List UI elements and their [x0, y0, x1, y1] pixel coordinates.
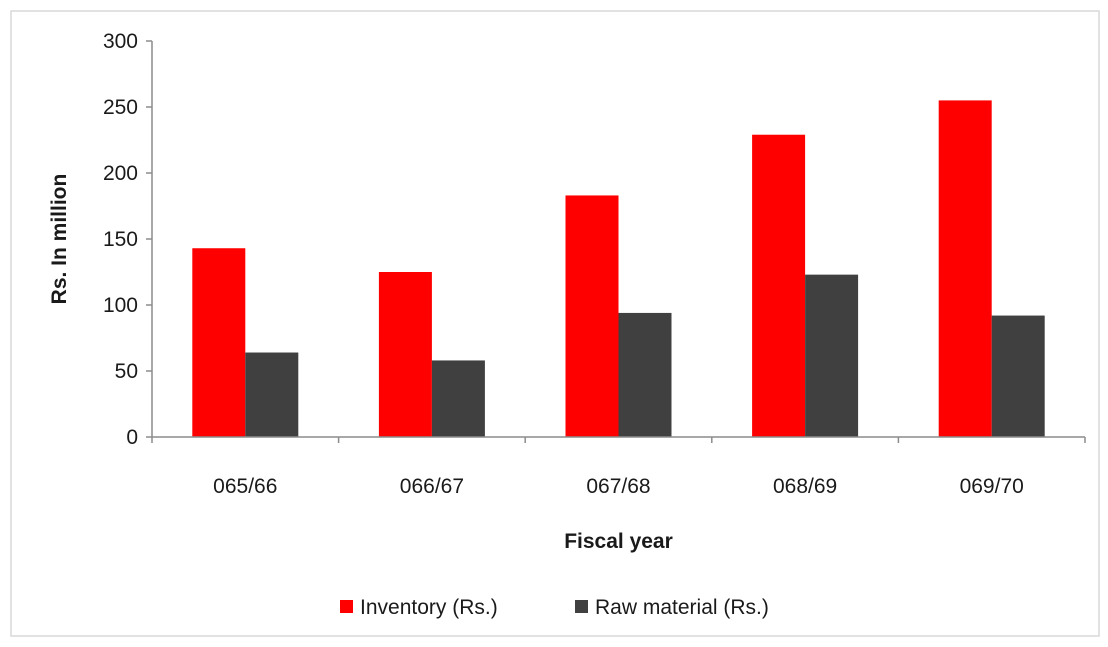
- legend-swatch-raw-material: [575, 600, 588, 613]
- y-tick-label: 200: [103, 162, 138, 185]
- x-tick-label: 069/70: [960, 475, 1024, 498]
- bar-raw-material-2: [618, 312, 672, 437]
- chart-frame: [10, 10, 1100, 637]
- y-tick-label: 50: [115, 360, 138, 383]
- y-axis-title: Rs. In million: [48, 174, 71, 305]
- bar-inventory-2: [565, 195, 619, 437]
- bars-group: [192, 100, 1045, 438]
- y-tick-label: 150: [103, 228, 138, 251]
- legend: Inventory (Rs.) Raw material (Rs.): [340, 596, 769, 619]
- y-axis-ticks: 0 50 100 150 200 250 300: [103, 30, 152, 449]
- x-tick-label: 066/67: [400, 475, 464, 498]
- y-tick-label: 0: [126, 426, 138, 449]
- x-tick-label: 067/68: [586, 475, 650, 498]
- y-tick-label: 100: [103, 294, 138, 317]
- x-axis-title: Fiscal year: [564, 530, 673, 553]
- x-tick-label: 065/66: [213, 475, 277, 498]
- bar-raw-material-1: [431, 360, 485, 437]
- legend-swatch-inventory: [340, 600, 353, 613]
- y-tick-label: 300: [103, 30, 138, 53]
- bar-inventory-1: [378, 272, 432, 437]
- y-tick-label: 250: [103, 96, 138, 119]
- x-axis-ticks: 065/66 066/67 067/68 068/69 069/70: [151, 437, 1086, 498]
- bar-raw-material-4: [991, 315, 1045, 437]
- bar-inventory-3: [752, 134, 806, 437]
- bar-raw-material-3: [805, 274, 859, 437]
- legend-label-inventory: Inventory (Rs.): [360, 596, 498, 619]
- x-tick-label: 068/69: [773, 475, 837, 498]
- bar-raw-material-0: [245, 352, 299, 437]
- bar-inventory-4: [938, 100, 992, 438]
- bar-inventory-0: [192, 248, 246, 437]
- legend-label-raw-material: Raw material (Rs.): [595, 596, 769, 619]
